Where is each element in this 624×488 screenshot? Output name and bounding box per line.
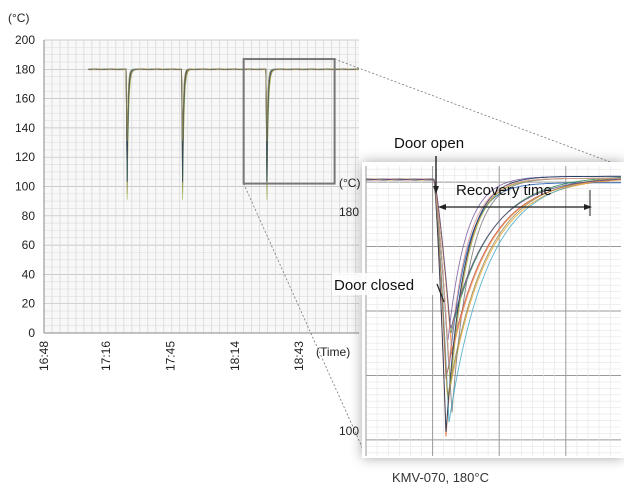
main-series-line — [88, 68, 359, 142]
zoom-connector-top — [334, 58, 622, 167]
main-y-tick-label: 120 — [15, 150, 35, 164]
recovery-time-label: Recovery time — [456, 182, 552, 199]
main-x-axis-label: (Time) — [316, 345, 350, 359]
main-y-axis-label: (°C) — [8, 11, 29, 25]
main-series — [88, 68, 359, 200]
main-y-tick-label: 180 — [15, 62, 35, 76]
main-y-tick-label: 160 — [15, 92, 35, 106]
main-x-ticks: 16:48 17:16 17:45 18:14 18:43 — [37, 341, 306, 371]
figure-caption: KMV-070, 180°C — [392, 470, 489, 485]
inset-series-line — [366, 178, 621, 329]
door-closed-label: Door closed — [334, 277, 414, 294]
inset-y-tick-180: 180 — [339, 205, 359, 219]
main-y-tick-label: 100 — [15, 180, 35, 194]
inset-y-tick-100: 100 — [339, 424, 359, 438]
main-y-ticks: 0 20 40 60 80 100 120 140 160 180 200 — [15, 33, 35, 340]
main-y-tick-label: 60 — [22, 238, 36, 252]
main-y-tick-label: 0 — [28, 326, 35, 340]
main-grid — [43, 39, 359, 334]
main-y-tick-label: 80 — [22, 209, 36, 223]
inset-y-axis-label: (°C) — [339, 176, 360, 190]
main-x-tick-label: 18:14 — [228, 341, 242, 371]
inset-chart: (°C) 180 100 Door open Recovery time Doo… — [332, 135, 624, 458]
main-chart: (°C) 0 20 40 60 80 100 120 140 160 180 200 16:48 17… — [8, 11, 359, 371]
recovery-arrowhead-right — [584, 204, 592, 210]
recovery-arrowhead-left — [438, 204, 446, 210]
main-y-tick-label: 200 — [15, 33, 35, 47]
main-y-tick-label: 140 — [15, 121, 35, 135]
main-x-tick-label: 16:48 — [37, 341, 51, 371]
door-closed-arrow — [436, 283, 445, 303]
zoom-box — [242, 58, 336, 185]
inset-series — [366, 175, 621, 437]
main-y-tick-label: 40 — [22, 267, 36, 281]
main-x-tick-label: 18:43 — [292, 341, 306, 371]
main-x-tick-label: 17:16 — [99, 341, 113, 371]
main-x-tick-label: 17:45 — [163, 341, 177, 371]
door-open-label: Door open — [394, 135, 464, 152]
zoom-connector-bottom — [243, 183, 367, 457]
door-open-arrowhead — [433, 186, 439, 194]
door-closed-label-bg — [332, 273, 436, 295]
main-y-tick-label: 20 — [22, 297, 36, 311]
